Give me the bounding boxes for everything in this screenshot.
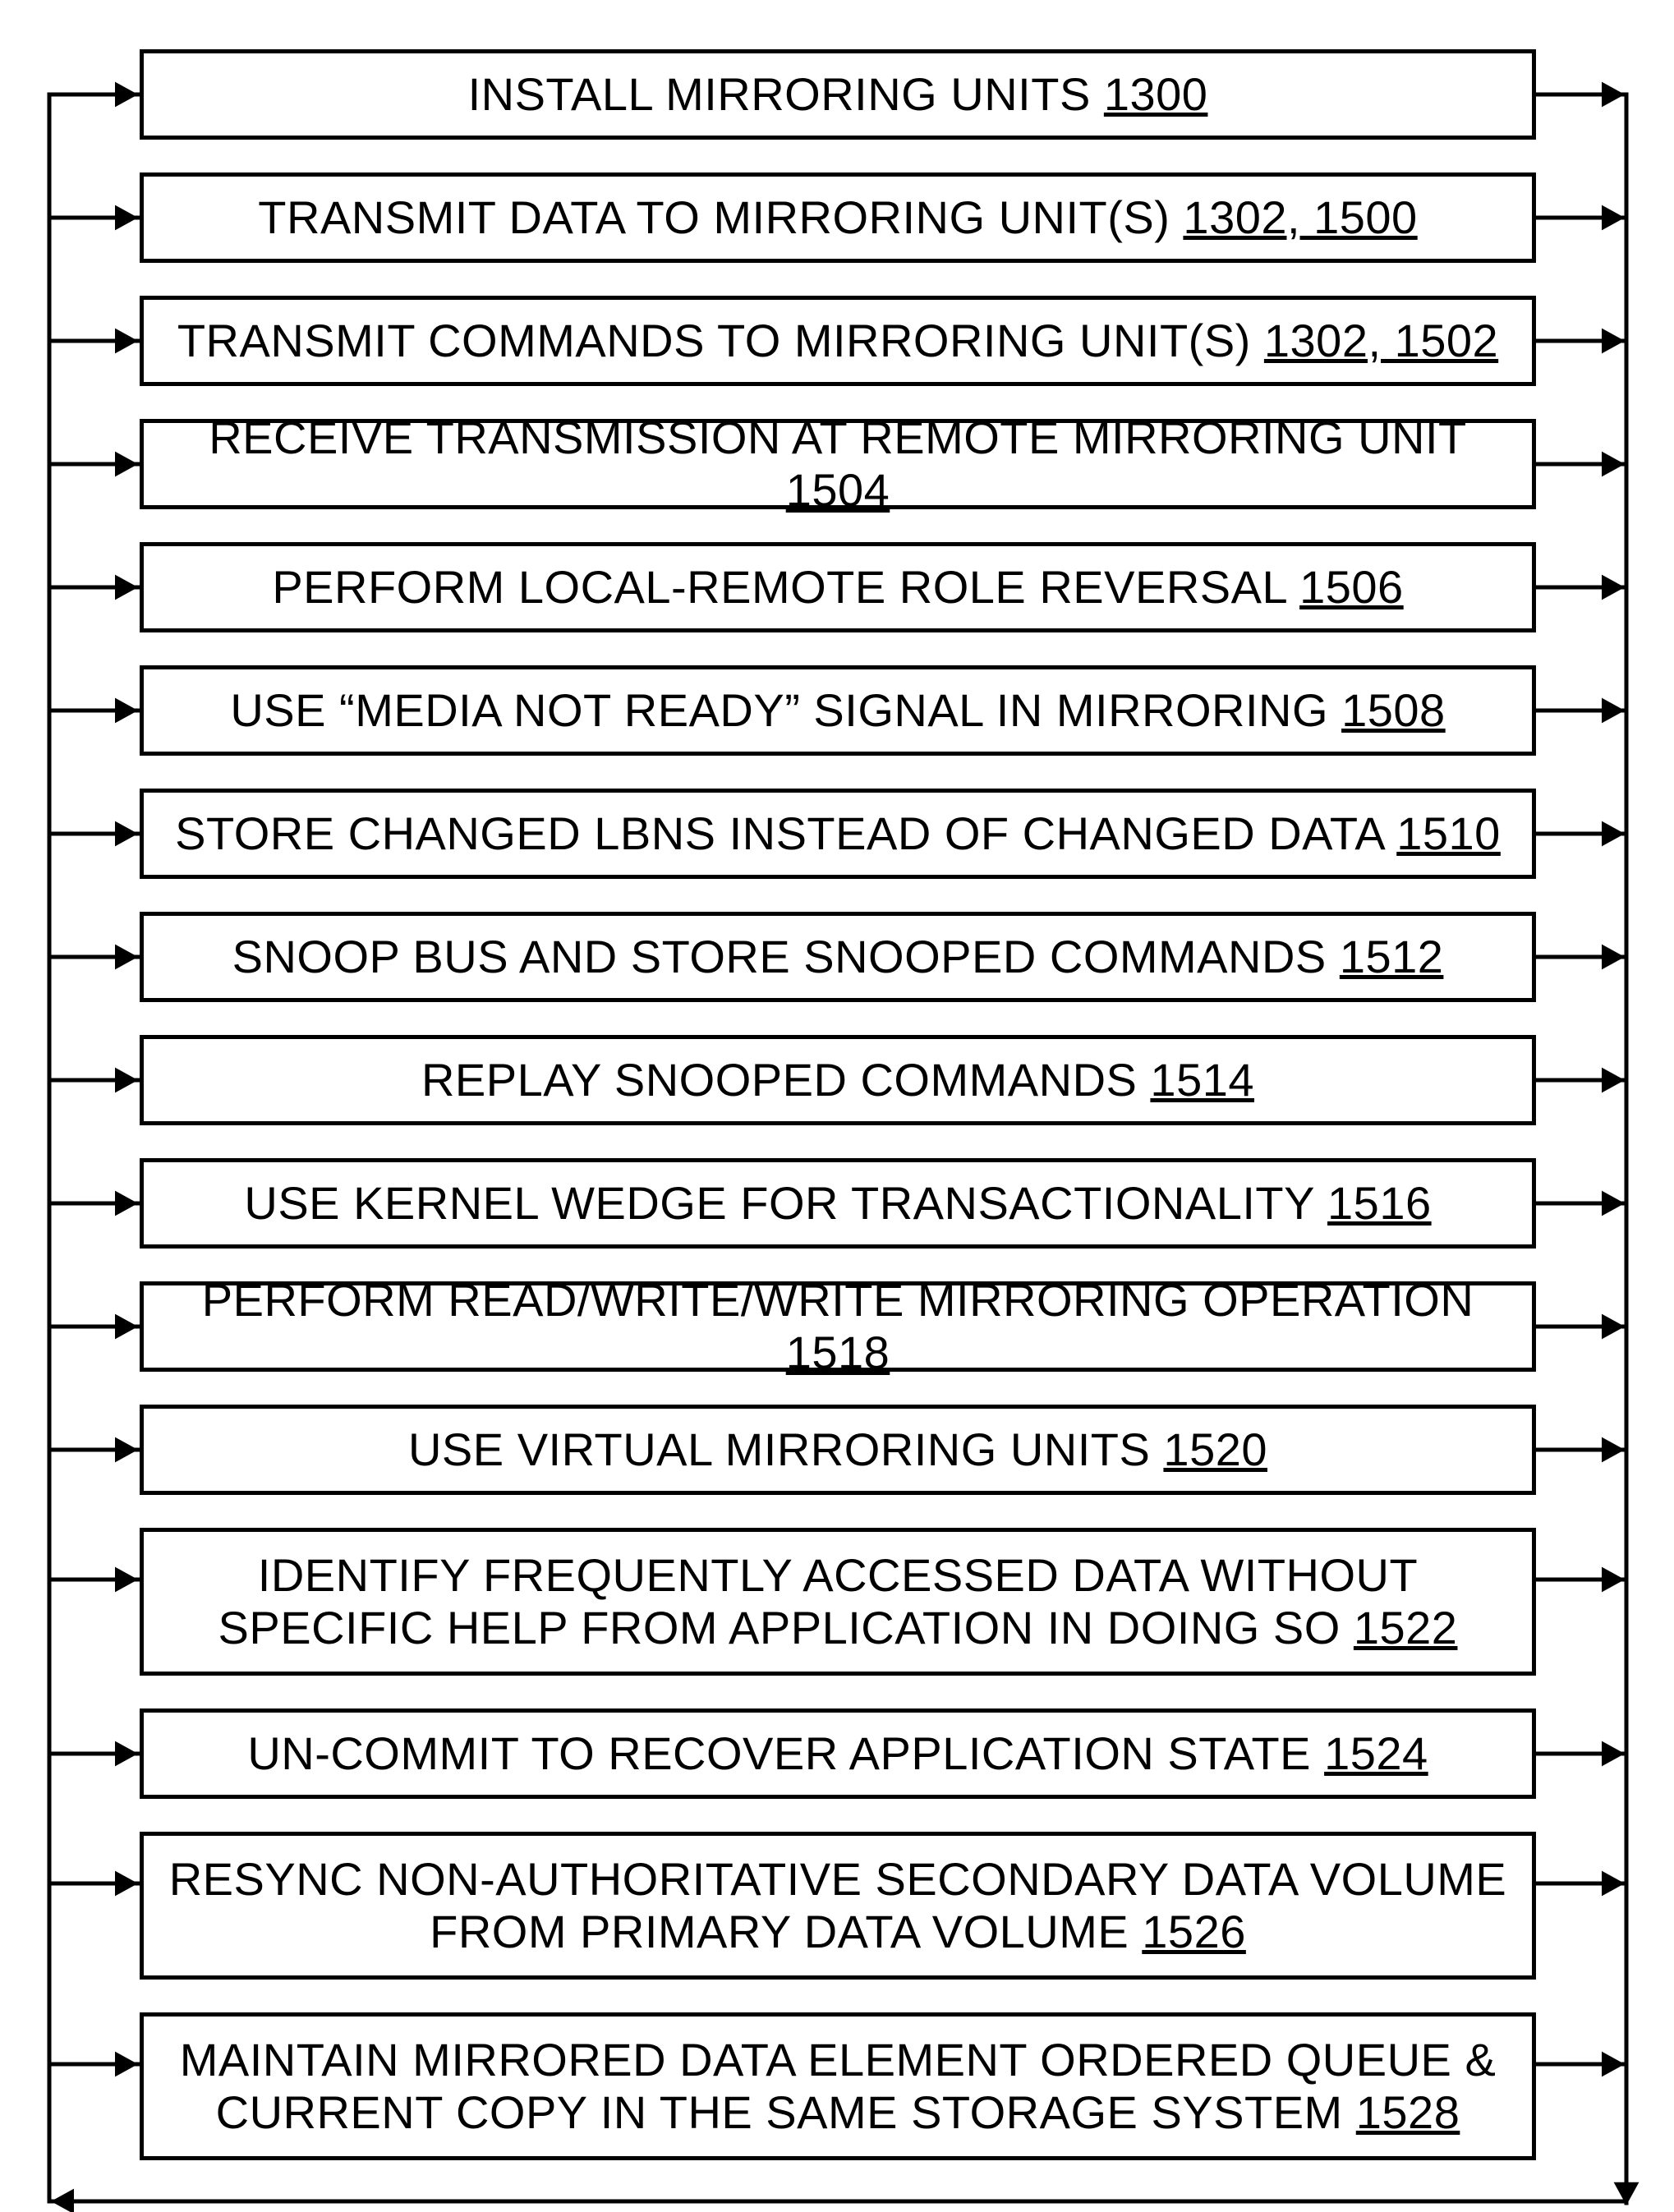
flow-step-b1526: RESYNC NON-AUTHORITATIVE SECONDARY DATA …	[140, 1832, 1536, 1980]
ref-number: 1504	[786, 464, 890, 516]
flow-step-text: PERFORM LOCAL-REMOTE ROLE REVERSAL 1506	[272, 561, 1403, 614]
flow-step-text: TRANSMIT COMMANDS TO MIRRORING UNIT(S) 1…	[177, 315, 1498, 367]
flow-step-text: SNOOP BUS AND STORE SNOOPED COMMANDS 151…	[232, 931, 1444, 983]
ref-number: 1528	[1356, 2086, 1460, 2138]
ref-number: 1510	[1396, 807, 1501, 859]
flow-step-text: RECEIVE TRANSMISSION AT REMOTE MIRRORING…	[160, 412, 1515, 517]
flowchart-canvas: INSTALL MIRRORING UNITS 1300 TRANSMIT DAT…	[0, 0, 1674, 2212]
flow-step-b1504: RECEIVE TRANSMISSION AT REMOTE MIRRORING…	[140, 419, 1536, 509]
ref-number: 1508	[1341, 684, 1446, 736]
flow-step-b1520: USE VIRTUAL MIRRORING UNITS 1520	[140, 1405, 1536, 1495]
flow-step-b1516: USE KERNEL WEDGE FOR TRANSACTIONALITY 15…	[140, 1158, 1536, 1249]
flow-step-b1506: PERFORM LOCAL-REMOTE ROLE REVERSAL 1506	[140, 542, 1536, 632]
ref-number: 1300	[1104, 68, 1208, 120]
flow-step-text: MAINTAIN MIRRORED DATA ELEMENT ORDERED Q…	[180, 2034, 1497, 2140]
flow-step-b1508: USE “MEDIA NOT READY” SIGNAL IN MIRRORIN…	[140, 665, 1536, 756]
flow-step-text: USE VIRTUAL MIRRORING UNITS 1520	[408, 1423, 1267, 1476]
ref-number: 1514	[1150, 1054, 1254, 1106]
flow-step-text: TRANSMIT DATA TO MIRRORING UNIT(S) 1302,…	[258, 191, 1417, 244]
ref-number: 1302, 1502	[1264, 315, 1498, 366]
flow-step-b1514: REPLAY SNOOPED COMMANDS 1514	[140, 1035, 1536, 1125]
ref-number: 1526	[1142, 1906, 1246, 1957]
flow-step-b1528: MAINTAIN MIRRORED DATA ELEMENT ORDERED Q…	[140, 2012, 1536, 2160]
flow-step-text: STORE CHANGED LBNS INSTEAD OF CHANGED DA…	[175, 807, 1501, 860]
flow-step-text: REPLAY SNOOPED COMMANDS 1514	[421, 1054, 1254, 1106]
ref-number: 1516	[1327, 1177, 1432, 1229]
flow-step-text: USE “MEDIA NOT READY” SIGNAL IN MIRRORIN…	[230, 684, 1445, 737]
flow-step-text: INSTALL MIRRORING UNITS 1300	[468, 68, 1208, 121]
ref-number: 1522	[1354, 1602, 1458, 1653]
ref-number: 1524	[1324, 1727, 1428, 1779]
flow-step-b1302a: TRANSMIT DATA TO MIRRORING UNIT(S) 1302,…	[140, 172, 1536, 263]
flow-step-text: IDENTIFY FREQUENTLY ACCESSED DATA WITHOU…	[218, 1549, 1458, 1655]
flow-step-text: PERFORM READ/WRITE/WRITE MIRRORING OPERA…	[160, 1274, 1515, 1380]
ref-number: 1518	[786, 1327, 890, 1378]
flow-step-b1524: UN-COMMIT TO RECOVER APPLICATION STATE 1…	[140, 1708, 1536, 1799]
ref-number: 1512	[1340, 931, 1444, 982]
ref-number: 1520	[1163, 1423, 1267, 1475]
flow-step-text: USE KERNEL WEDGE FOR TRANSACTIONALITY 15…	[244, 1177, 1431, 1230]
flow-step-b1510: STORE CHANGED LBNS INSTEAD OF CHANGED DA…	[140, 789, 1536, 879]
flow-step-text: RESYNC NON-AUTHORITATIVE SECONDARY DATA …	[169, 1853, 1507, 1959]
ref-number: 1506	[1299, 561, 1404, 613]
flow-step-b1518: PERFORM READ/WRITE/WRITE MIRRORING OPERA…	[140, 1281, 1536, 1372]
flow-step-b1300: INSTALL MIRRORING UNITS 1300	[140, 49, 1536, 140]
flow-step-b1512: SNOOP BUS AND STORE SNOOPED COMMANDS 151…	[140, 912, 1536, 1002]
flow-step-b1302b: TRANSMIT COMMANDS TO MIRRORING UNIT(S) 1…	[140, 296, 1536, 386]
flow-step-text: UN-COMMIT TO RECOVER APPLICATION STATE 1…	[247, 1727, 1428, 1780]
flow-step-b1522: IDENTIFY FREQUENTLY ACCESSED DATA WITHOU…	[140, 1528, 1536, 1676]
ref-number: 1302, 1500	[1183, 191, 1417, 243]
